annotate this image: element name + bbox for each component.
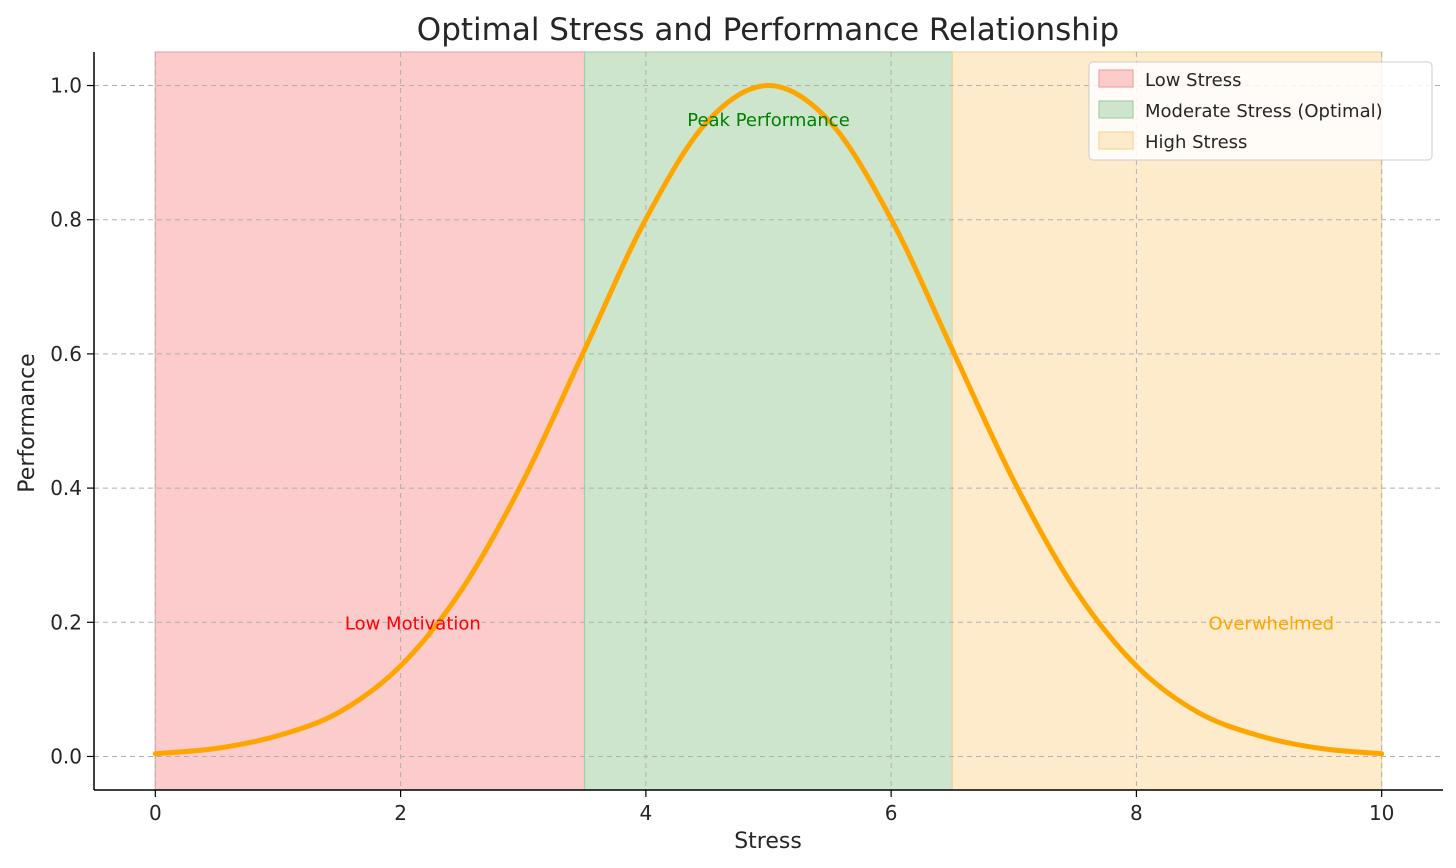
y-tick-label-0: 0.0 xyxy=(50,744,82,768)
x-tick-label-0: 0 xyxy=(149,801,162,825)
x-tick-label-1: 2 xyxy=(394,801,407,825)
annotation-2: Overwhelmed xyxy=(1209,613,1335,634)
x-axis-label: Stress xyxy=(734,829,802,854)
legend-label-1: Moderate Stress (Optimal) xyxy=(1145,101,1383,122)
legend-swatch-1 xyxy=(1098,100,1134,119)
legend-swatch-2 xyxy=(1098,131,1134,150)
x-tick-label-2: 4 xyxy=(639,801,652,825)
region-0 xyxy=(154,51,586,791)
annotation-1: Low Motivation xyxy=(345,613,481,634)
annotation-0: Peak Performance xyxy=(687,110,850,131)
chart-title: Optimal Stress and Performance Relations… xyxy=(417,12,1119,48)
performance-curve-layer xyxy=(152,83,1385,757)
legend-label-2: High Stress xyxy=(1145,132,1247,153)
legend-label-0: Low Stress xyxy=(1145,70,1242,91)
y-tick-label-2: 0.4 xyxy=(50,476,82,500)
x-tick-label-5: 10 xyxy=(1369,801,1394,825)
y-tick-label-5: 1.0 xyxy=(50,74,82,98)
legend-swatch-0 xyxy=(1098,69,1134,88)
region-1 xyxy=(583,51,954,791)
legend: Low Stress Moderate Stress (Optimal) High … xyxy=(1088,61,1433,161)
y-tick-label-4: 0.8 xyxy=(50,208,82,232)
legend-box xyxy=(1088,61,1433,161)
annotations: Peak Performance Low Motivation Overwhelme… xyxy=(345,110,1334,634)
x-tick-label-3: 6 xyxy=(885,801,898,825)
y-tick-label-1: 0.2 xyxy=(50,610,82,634)
region-2 xyxy=(951,51,1383,791)
y-axis-label: Performance xyxy=(15,353,40,492)
y-tick-label-3: 0.6 xyxy=(50,342,82,366)
x-tick-label-4: 8 xyxy=(1130,801,1143,825)
axes: 0 2 4 6 8 10 0.0 0.2 0.4 0.6 0.8 1.0 xyxy=(50,52,1443,825)
stress-regions xyxy=(154,51,1383,791)
performance-curve xyxy=(152,83,1385,757)
